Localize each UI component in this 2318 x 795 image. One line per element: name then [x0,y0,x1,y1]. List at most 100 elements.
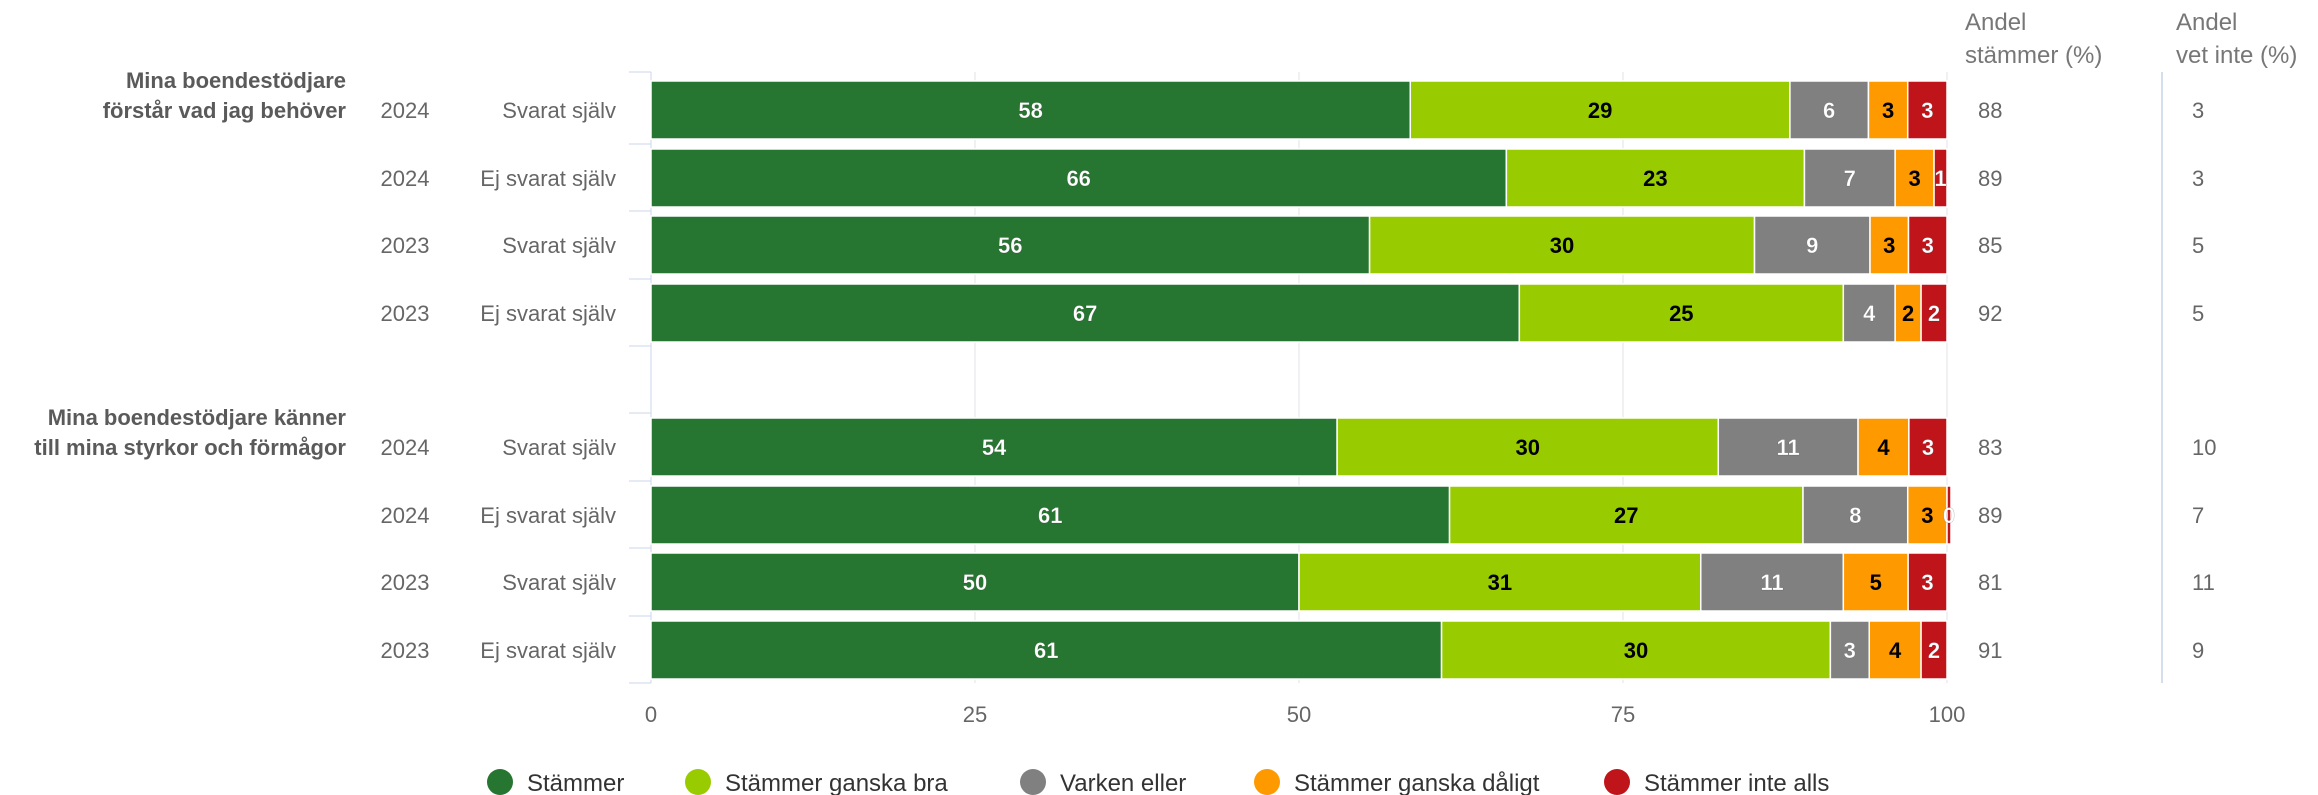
bar-segment-2 [1336,417,1720,477]
bar-data-label: 4 [1863,301,1876,326]
legend-item[interactable]: Varken eller [1020,769,1186,795]
extra-columns: Andel stämmer (%) Andel vet inte (%) 88 3 89 3 8… [1965,9,2297,683]
bar-segment-4 [1906,485,1948,545]
bar-data-label: 25 [1669,301,1693,326]
bar-data-label: 66 [1066,166,1090,191]
x-tick-label: 75 [1611,702,1635,727]
bar-segment-1 [650,620,1443,680]
row-year-label: 2023 [381,233,430,258]
stammer-pct-value: 92 [1978,301,2002,326]
bar-data-label: 50 [963,570,987,595]
bar-segment-1 [650,417,1338,477]
row-type-label: Svarat själv [502,98,616,123]
group-label: Mina boendestödjare förstår vad jag behöv… [103,68,347,123]
bar-segment-3 [1789,80,1870,140]
bar-segment-2 [1448,485,1804,545]
bar-data-label: 1 [1934,166,1946,191]
bar-data-label: 67 [1073,301,1097,326]
vet-inte-pct-value: 7 [2192,503,2204,528]
bar-data-label: 3 [1908,166,1920,191]
bar-segment-5 [1946,485,1952,545]
stammer-column-header: Andel stämmer (%) [1965,9,2102,69]
bar-segment-5 [1908,417,1948,477]
legend-marker [1254,769,1280,795]
row-type-label: Svarat själv [502,435,616,460]
bar-segment-5 [1920,620,1948,680]
bar-segment-1 [650,283,1521,343]
row-type-label: Ej svarat själv [480,166,616,191]
bar-segment-5 [1907,552,1948,612]
row-year-label: 2023 [381,301,430,326]
bar-segment-3 [1803,148,1896,208]
vet-inte-pct-value: 3 [2192,98,2204,123]
x-tick-label: 100 [1929,702,1966,727]
bar-data-label: 30 [1515,435,1539,460]
bar-data-label: 2 [1902,301,1914,326]
row-labels: Mina boendestödjare förstår vad jag behöv… [34,68,616,663]
bar-data-label: 29 [1588,98,1612,123]
row-type-label: Svarat själv [502,233,616,258]
vet-inte-column-header: Andel vet inte (%) [2176,9,2297,69]
bar-segment-2 [1298,552,1702,612]
x-tick-label: 25 [963,702,987,727]
bar-data-label: 3 [1921,98,1933,123]
row-year-label: 2023 [381,570,430,595]
row-year-label: 2024 [381,98,430,123]
x-tick-label: 0 [645,702,657,727]
row-year-label: 2024 [381,503,430,528]
row-type-label: Svarat själv [502,570,616,595]
bar-segment-5 [1906,80,1948,140]
vet-inte-pct-value: 9 [2192,638,2204,663]
legend-item[interactable]: Stämmer inte alls [1604,769,1829,795]
legend-item[interactable]: Stämmer [487,769,624,795]
stammer-pct-value: 89 [1978,503,2002,528]
bar-segment-2 [1505,148,1806,208]
legend-marker [685,769,711,795]
legend-label: Stämmer [527,770,624,795]
legend-label: Stämmer inte alls [1644,770,1829,795]
row-year-label: 2024 [381,166,430,191]
legend-label: Varken eller [1060,770,1186,795]
bar-segment-1 [650,215,1371,275]
bar-data-label: 11 [1777,435,1800,460]
bar-data-label: 3 [1922,233,1934,258]
bar-data-label: 30 [1624,638,1648,663]
bar-segment-3 [1829,620,1870,680]
bar-data-label: 3 [1922,435,1934,460]
bar-data-label: 3 [1921,503,1933,528]
bar-data-label: 3 [1844,638,1856,663]
bar-data-label: 7 [1844,166,1856,191]
vet-inte-pct-value: 3 [2192,166,2204,191]
row-type-label: Ej svarat själv [480,503,616,528]
bar-data-label: 54 [982,435,1007,460]
x-axis: 0 25 50 75 100 [645,702,1965,727]
row-type-label: Ej svarat själv [480,638,616,663]
stammer-pct-value: 81 [1978,570,2002,595]
bar-data-label: 3 [1921,570,1933,595]
legend-item[interactable]: Stämmer ganska bra [685,769,948,795]
stammer-pct-value: 89 [1978,166,2002,191]
bar-data-label: 61 [1034,638,1058,663]
bar-data-label: 4 [1889,638,1902,663]
bars: 58 29 6 3 366 23 7 3 156 30 9 3 367 25 4 2 254 30 11 4 361 27… [650,80,1955,680]
bar-segment-3 [1700,552,1845,612]
bar-segment-1 [650,552,1300,612]
bar-data-label: 5 [1870,570,1882,595]
row-type-label: Ej svarat själv [480,301,616,326]
vet-inte-pct-value: 10 [2192,435,2216,460]
bar-data-label: 11 [1760,570,1783,595]
stammer-pct-value: 83 [1978,435,2002,460]
bar-segment-1 [650,80,1412,140]
bar-data-label: 0 [1943,503,1955,528]
legend-item[interactable]: Stämmer ganska dåligt [1254,769,1540,795]
bar-data-label: 2 [1928,301,1940,326]
row-year-label: 2024 [381,435,430,460]
stammer-pct-value: 85 [1978,233,2002,258]
bar-segment-4 [1894,148,1935,208]
legend-marker [1020,769,1046,795]
legend: Stämmer Stämmer ganska bra Varken eller Stä… [487,769,1829,795]
row-year-label: 2023 [381,638,430,663]
bar-data-label: 6 [1823,98,1835,123]
bar-data-label: 2 [1928,638,1940,663]
legend-label: Stämmer ganska dåligt [1294,770,1540,795]
